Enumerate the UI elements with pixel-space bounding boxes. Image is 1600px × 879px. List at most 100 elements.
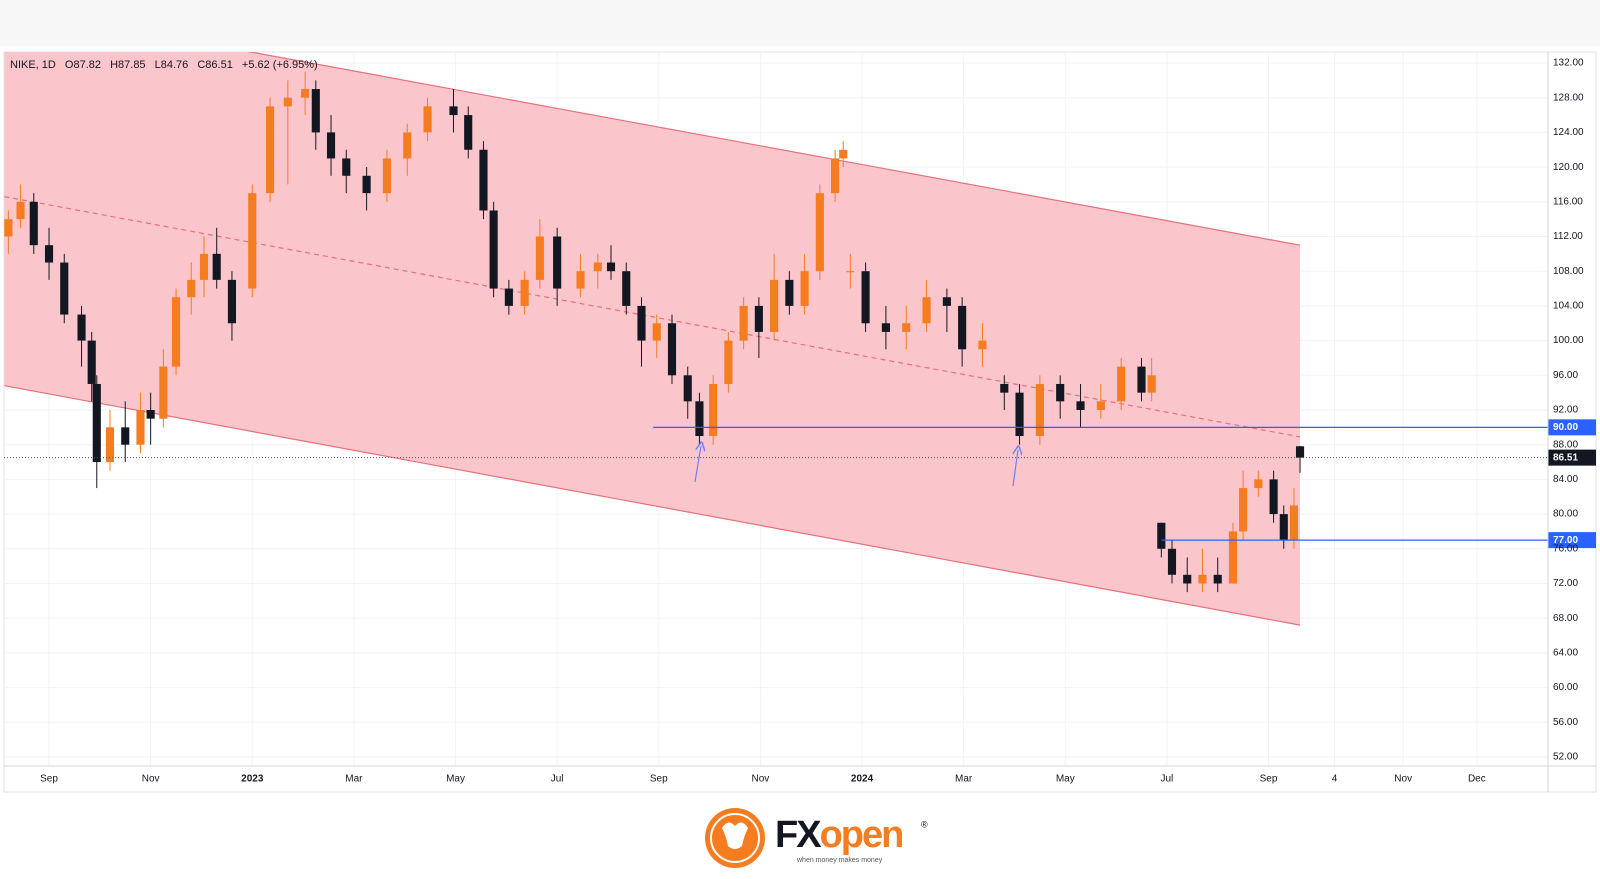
candle-body bbox=[652, 323, 661, 341]
candle-body bbox=[637, 305, 646, 341]
candle-body bbox=[606, 262, 616, 272]
candle-body bbox=[136, 409, 145, 445]
candle-body bbox=[1239, 488, 1248, 532]
ohlc-open: O87.82 bbox=[65, 59, 101, 71]
candle-body bbox=[800, 271, 809, 306]
y-tick-label: 84.00 bbox=[1553, 474, 1578, 485]
top-bar bbox=[0, 0, 1600, 46]
y-tick-label: 100.00 bbox=[1553, 335, 1584, 346]
candle-body bbox=[839, 149, 848, 159]
candle-body bbox=[449, 106, 458, 116]
candle-body bbox=[724, 340, 733, 384]
y-tick-label: 108.00 bbox=[1553, 266, 1584, 277]
candle-body bbox=[301, 89, 310, 98]
candle-body bbox=[881, 323, 890, 332]
candle-body bbox=[1269, 479, 1278, 515]
symbol: NIKE, 1D bbox=[10, 59, 56, 71]
candle-body bbox=[1167, 548, 1177, 575]
candle-body bbox=[902, 323, 911, 332]
x-tick-label: Nov bbox=[142, 774, 160, 785]
candle-body bbox=[403, 132, 412, 159]
candle-body bbox=[739, 305, 748, 341]
candle-body bbox=[785, 279, 794, 306]
y-tick-label: 80.00 bbox=[1553, 509, 1578, 520]
candle-body bbox=[683, 375, 692, 402]
channel-fill bbox=[4, 52, 1301, 626]
y-tick-label: 52.00 bbox=[1553, 752, 1578, 763]
ohlc-high: H87.85 bbox=[110, 59, 145, 71]
candle-body bbox=[326, 132, 336, 159]
candle-body bbox=[1295, 446, 1305, 458]
candle-body bbox=[520, 279, 529, 306]
candle-body bbox=[248, 193, 257, 289]
y-tick-label: 128.00 bbox=[1553, 92, 1584, 103]
tagline: when money makes money bbox=[796, 857, 883, 864]
candle-body bbox=[1096, 401, 1105, 410]
candle-body bbox=[695, 401, 704, 437]
candle-body bbox=[576, 271, 585, 289]
y-tick-label: 132.00 bbox=[1553, 58, 1584, 69]
y-tick-label: 64.00 bbox=[1553, 648, 1578, 659]
x-tick-label: Jul bbox=[551, 774, 564, 785]
candle-body bbox=[1279, 514, 1288, 541]
y-tick-label: 92.00 bbox=[1553, 405, 1578, 416]
candle-body bbox=[227, 279, 237, 324]
candle-body bbox=[212, 253, 221, 280]
y-tick-label: 104.00 bbox=[1553, 301, 1584, 312]
candle-body bbox=[593, 262, 602, 272]
candle-body bbox=[1157, 522, 1166, 549]
candle-body bbox=[1076, 401, 1085, 410]
y-tick-label: 116.00 bbox=[1553, 196, 1583, 207]
arrow bbox=[694, 446, 701, 483]
candle-body bbox=[1254, 479, 1263, 489]
x-tick-label: Dec bbox=[1468, 774, 1486, 785]
candle-body bbox=[846, 271, 855, 273]
candle-body bbox=[342, 158, 351, 176]
candle-body bbox=[92, 383, 101, 463]
candle-body bbox=[1147, 375, 1156, 393]
header: NIKE, 1D O87.82 H87.85 L84.76 C86.51 +5.… bbox=[10, 59, 318, 71]
y-tick-label: 120.00 bbox=[1553, 162, 1584, 173]
candle-body bbox=[622, 271, 631, 306]
candle-body bbox=[382, 158, 391, 194]
x-tick-label: Mar bbox=[955, 774, 973, 785]
level-tag bbox=[1548, 532, 1596, 549]
channel-lower bbox=[4, 385, 1301, 626]
x-tick-label: Sep bbox=[1260, 774, 1278, 785]
candle-body bbox=[958, 305, 967, 350]
level-tag bbox=[1548, 419, 1596, 436]
candle-body bbox=[1056, 383, 1065, 402]
candle-body bbox=[44, 245, 54, 263]
candle-body bbox=[159, 366, 168, 419]
candle-body bbox=[754, 305, 763, 332]
candle-body bbox=[199, 253, 209, 280]
ohlc-low: L84.76 bbox=[155, 59, 189, 71]
candle-body bbox=[1035, 383, 1044, 437]
candle-body bbox=[1289, 505, 1299, 541]
candle-body bbox=[146, 409, 155, 419]
candle-body bbox=[121, 427, 130, 445]
candle-body bbox=[709, 383, 718, 437]
candle-body bbox=[60, 262, 69, 315]
brand-suffix: open bbox=[820, 814, 903, 856]
last-price-tag bbox=[1548, 449, 1596, 466]
logo-ring bbox=[710, 813, 760, 863]
x-tick-label: 2023 bbox=[241, 774, 264, 785]
candle-body bbox=[311, 89, 320, 133]
candle-body bbox=[1198, 574, 1207, 584]
x-tick-label: Sep bbox=[650, 774, 668, 785]
candle-body bbox=[1213, 574, 1222, 584]
candle-body bbox=[489, 210, 498, 289]
candle-body bbox=[553, 236, 562, 289]
candle-body bbox=[1000, 383, 1009, 393]
candle-body bbox=[4, 219, 13, 237]
candle-body bbox=[861, 271, 870, 324]
candle-body bbox=[831, 158, 840, 194]
x-tick-label: Nov bbox=[1394, 774, 1412, 785]
candle-body bbox=[922, 297, 931, 324]
arrow bbox=[1012, 450, 1018, 487]
candle-body bbox=[464, 115, 473, 150]
candle-body bbox=[770, 279, 779, 332]
candle-body bbox=[283, 97, 292, 107]
